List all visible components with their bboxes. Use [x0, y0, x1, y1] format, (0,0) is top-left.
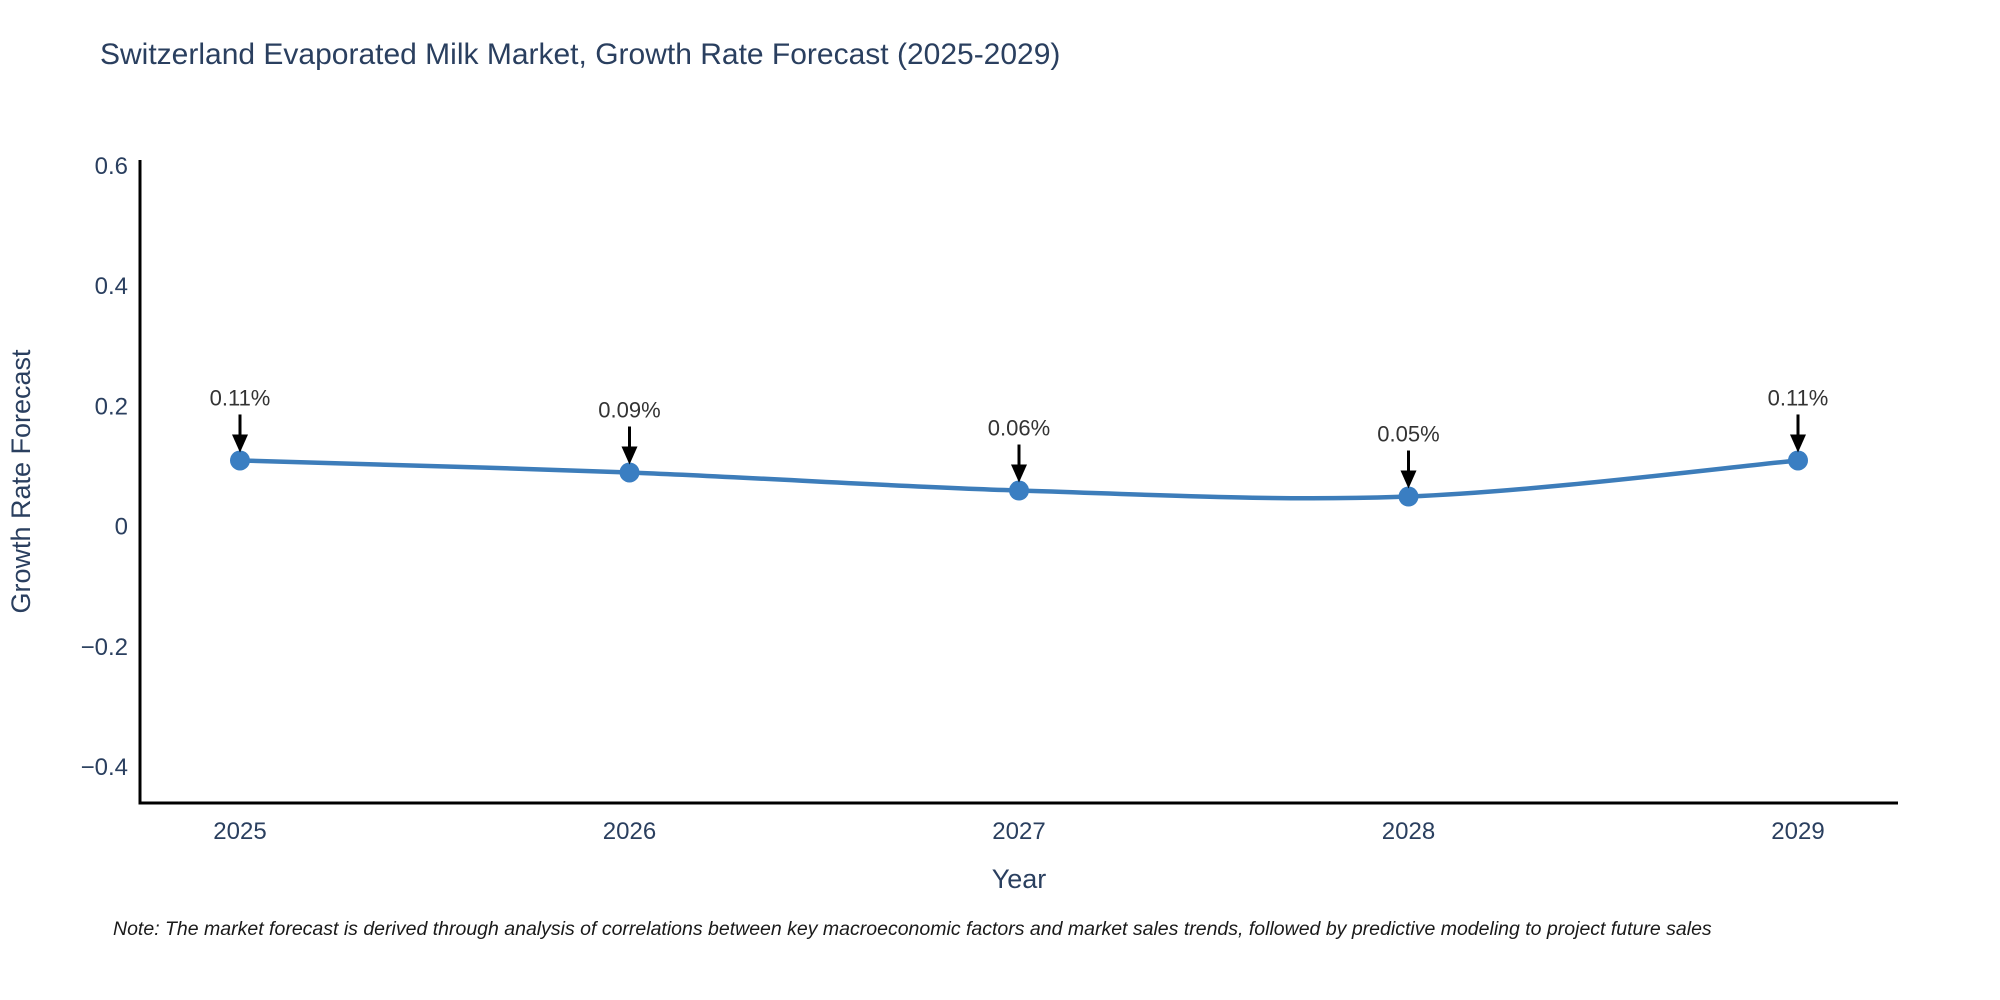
y-axis-title: Growth Rate Forecast [6, 349, 36, 614]
data-point-marker[interactable] [230, 450, 250, 471]
y-tick-label: 0.4 [95, 273, 128, 300]
annotation-arrowhead-icon [621, 446, 638, 465]
annotation-arrowhead-icon [1400, 470, 1417, 489]
annotation-arrowhead-icon [1790, 434, 1806, 453]
y-tick-label: 0.6 [95, 153, 128, 180]
data-point-value-label: 0.11% [1768, 385, 1829, 410]
y-tick-label: 0 [115, 514, 128, 541]
data-point-value-label: 0.05% [1377, 422, 1439, 447]
x-tick-label: 2028 [1382, 818, 1435, 845]
annotation-arrowhead-icon [1011, 464, 1027, 483]
x-tick-label: 2029 [1771, 818, 1824, 845]
data-point-value-label: 0.11% [210, 385, 271, 410]
x-tick-label: 2027 [992, 818, 1045, 845]
data-point-value-label: 0.09% [598, 397, 660, 422]
data-point-marker[interactable] [619, 462, 640, 483]
y-tick-label: −0.2 [81, 634, 128, 661]
y-tick-label: 0.2 [95, 393, 128, 420]
x-axis-title: Year [992, 864, 1047, 894]
x-tick-label: 2025 [213, 818, 266, 845]
y-tick-label: −0.4 [81, 754, 128, 781]
annotation-arrowhead-icon [232, 434, 248, 453]
x-tick-label: 2026 [603, 818, 656, 845]
chart-title: Switzerland Evaporated Milk Market, Grow… [100, 38, 1061, 71]
data-point-value-label: 0.06% [988, 416, 1050, 441]
forecast-methodology-note: Note: The market forecast is derived thr… [113, 918, 1712, 940]
data-point-marker[interactable] [1398, 486, 1419, 507]
data-point-marker[interactable] [1009, 480, 1029, 501]
data-point-marker[interactable] [1788, 450, 1808, 471]
